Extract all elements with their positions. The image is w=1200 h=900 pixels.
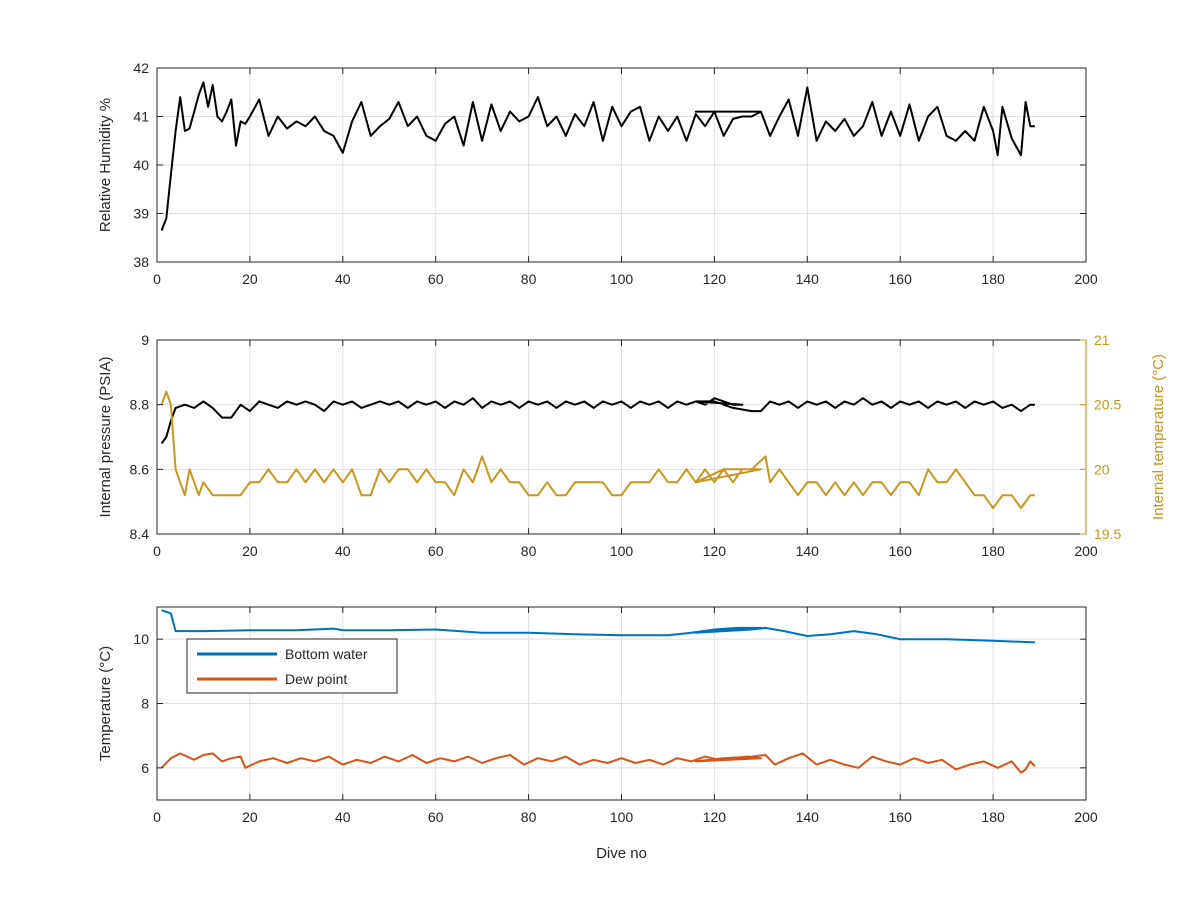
- subplot-3: 0 20 40 60 80 100 120 140 160 180 200 6 8 10 Temperatu…: [97, 606, 1098, 862]
- subplot-2: 0 20 40 60 80 100 120 140 160 180 200 8.4 8.6 8.8 9 19.…: [97, 332, 1167, 559]
- y-tick-label: 8: [141, 696, 149, 712]
- x-tick-label: 60: [428, 271, 444, 287]
- y-tick-label: 8.6: [130, 461, 150, 477]
- x-tick-label: 80: [521, 543, 537, 559]
- x-tick-label: 0: [153, 271, 161, 287]
- x-tick-label: 100: [610, 809, 634, 825]
- subplot-1: 0 20 40 60 80 100 120 140 160 180 200 38 39 40 41 42 Rel…: [97, 60, 1098, 287]
- legend-box: [186, 638, 398, 694]
- x-tick-label: 160: [889, 271, 913, 287]
- y-right-tick-label: 20: [1094, 461, 1110, 477]
- x-tick-label: 120: [703, 271, 727, 287]
- x-tick-label: 140: [796, 543, 820, 559]
- x-tick-label: 160: [889, 543, 913, 559]
- x-tick-label: 180: [981, 809, 1005, 825]
- y-tick-label: 9: [141, 332, 149, 348]
- x-tick-label: 60: [428, 543, 444, 559]
- y-tick-label: 41: [133, 109, 149, 125]
- x-tick-label: 40: [335, 271, 351, 287]
- y-right-axis-label: Internal temperature (°C): [1150, 354, 1167, 520]
- series-1-line: [160, 397, 1035, 445]
- x-tick-label: 40: [335, 543, 351, 559]
- x-tick-label: 40: [335, 809, 351, 825]
- y-axis-label: Internal pressure (PSIA): [97, 357, 114, 518]
- y-axis-label: Relative Humidity %: [97, 98, 114, 232]
- y-tick-label: 8.8: [130, 397, 150, 413]
- x-tick-label: 200: [1074, 543, 1098, 559]
- x-tick-label: 180: [981, 543, 1005, 559]
- x-tick-label: 140: [796, 809, 820, 825]
- y-tick-label: 10: [133, 631, 149, 647]
- bottom-water-line: [161, 609, 1035, 644]
- x-tick-label: 200: [1074, 809, 1098, 825]
- series-2-line: [160, 390, 1035, 510]
- dew-point-line: [160, 752, 1036, 774]
- x-tick-label: 120: [703, 543, 727, 559]
- x-tick-label: 20: [242, 809, 258, 825]
- y-axis-label: Temperature (°C): [97, 646, 114, 761]
- y-right-tick-label: 20.5: [1094, 397, 1121, 413]
- x-tick-label: 80: [521, 271, 537, 287]
- x-tick-label: 180: [981, 271, 1005, 287]
- x-tick-label: 140: [796, 271, 820, 287]
- x-tick-label: 60: [428, 809, 444, 825]
- y-right-tick-label: 21: [1094, 332, 1110, 348]
- x-tick-label: 0: [153, 543, 161, 559]
- y-tick-label: 40: [133, 157, 149, 173]
- y-right-tick-label: 19.5: [1094, 526, 1121, 542]
- legend: Bottom water Dew point: [186, 638, 398, 694]
- x-tick-label: 80: [521, 809, 537, 825]
- x-tick-label: 200: [1074, 271, 1098, 287]
- y-tick-label: 38: [133, 254, 149, 270]
- x-tick-label: 160: [889, 809, 913, 825]
- x-axis-label: Dive no: [596, 845, 647, 862]
- x-tick-label: 20: [242, 543, 258, 559]
- x-tick-label: 100: [610, 543, 634, 559]
- series-1-line: [160, 81, 1035, 231]
- x-tick-label: 0: [153, 809, 161, 825]
- y-tick-label: 8.4: [130, 526, 150, 542]
- x-tick-label: 20: [242, 271, 258, 287]
- y-tick-label: 6: [141, 760, 149, 776]
- x-tick-label: 120: [703, 809, 727, 825]
- x-tick-label: 100: [610, 271, 634, 287]
- legend-label-dew-point: Dew point: [285, 671, 347, 687]
- y-tick-label: 42: [133, 60, 149, 76]
- y-tick-label: 39: [133, 206, 149, 222]
- legend-label-bottom-water: Bottom water: [285, 646, 368, 662]
